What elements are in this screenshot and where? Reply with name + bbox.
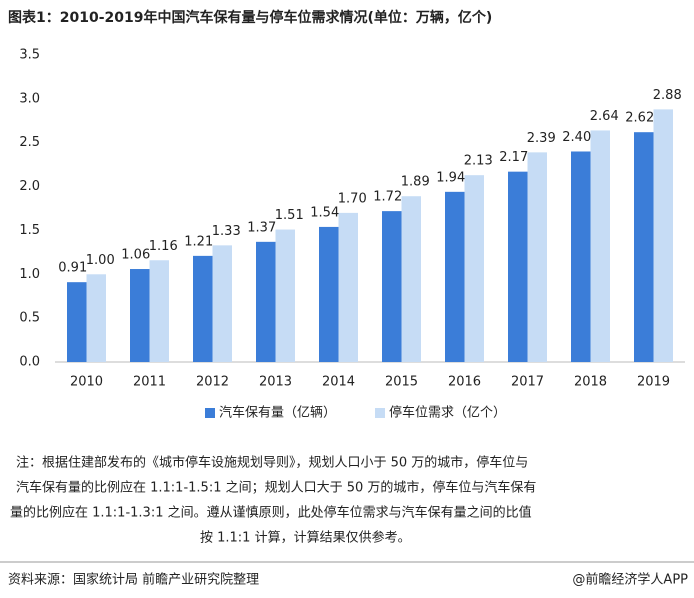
bar [319, 226, 339, 362]
value-label: 2.40 [562, 130, 591, 145]
bar [193, 255, 213, 362]
bar [149, 260, 169, 362]
value-label: 1.70 [338, 191, 367, 206]
bar [464, 175, 484, 362]
y-tick-label: 3.0 [19, 91, 40, 106]
x-tick-label: 2011 [133, 375, 166, 390]
bar [527, 152, 547, 362]
value-label: 1.06 [121, 248, 150, 263]
y-tick-label: 0.5 [19, 311, 40, 326]
bar [256, 241, 276, 362]
value-label: 2.13 [464, 154, 493, 169]
note-line: 汽车保有量的比例应在 1.1:1-1.5:1 之间；规划人口大于 50 万的城市… [16, 480, 536, 496]
bar [338, 212, 358, 362]
value-label: 1.33 [212, 224, 241, 239]
x-tick-label: 2019 [637, 375, 670, 390]
legend-swatch [205, 408, 215, 418]
bar [401, 196, 421, 362]
value-label: 2.17 [499, 150, 528, 165]
value-label: 0.91 [58, 261, 87, 276]
value-label: 1.00 [86, 253, 115, 268]
value-label: 1.51 [275, 208, 304, 223]
source: 资料来源：国家统计局 前瞻产业研究院整理 [8, 572, 259, 588]
x-tick-label: 2010 [70, 375, 103, 390]
bar [508, 171, 528, 362]
value-label: 1.89 [401, 175, 430, 190]
credit: @前瞻经济学人APP [572, 572, 688, 588]
y-tick-label: 2.0 [19, 179, 40, 194]
y-tick-label: 1.0 [19, 267, 40, 282]
y-tick-label: 2.5 [19, 135, 40, 150]
value-label: 2.62 [625, 111, 654, 126]
x-tick-label: 2013 [259, 375, 292, 390]
x-tick-label: 2016 [448, 375, 481, 390]
value-label: 2.64 [590, 109, 619, 124]
value-label: 2.39 [527, 131, 556, 146]
y-tick-label: 1.5 [19, 223, 40, 238]
x-tick-label: 2018 [574, 375, 607, 390]
x-tick-label: 2014 [322, 375, 355, 390]
bar [86, 274, 106, 362]
note-line: 量的比例应在 1.1:1-1.3:1 之间。遵从谨慎原则，此处停车位需求与汽车保… [10, 505, 532, 521]
value-label: 1.54 [310, 205, 339, 220]
bar [212, 245, 232, 362]
y-tick-label: 3.5 [19, 48, 40, 63]
legend-label: 停车位需求（亿个） [389, 405, 506, 421]
value-label: 1.37 [247, 220, 276, 235]
value-label: 1.72 [373, 190, 402, 205]
bar [382, 211, 402, 362]
bar [67, 282, 87, 362]
value-label: 1.21 [184, 234, 213, 249]
value-label: 1.94 [436, 170, 465, 185]
y-tick-label: 0.0 [19, 355, 40, 370]
bar [130, 269, 150, 362]
bar [634, 132, 654, 362]
note-line: 注：根据住建部发布的《城市停车设施规划导则》，规划人口小于 50 万的城市，停车… [16, 455, 528, 471]
x-tick-label: 2012 [196, 375, 229, 390]
x-tick-label: 2015 [385, 375, 418, 390]
x-tick-label: 2017 [511, 375, 544, 390]
bar [653, 109, 673, 362]
legend-swatch [375, 408, 385, 418]
bar [571, 151, 591, 362]
bar [445, 191, 465, 362]
value-label: 2.88 [653, 88, 682, 103]
value-label: 1.16 [149, 239, 178, 254]
bar [275, 229, 295, 362]
legend-label: 汽车保有量（亿辆） [219, 405, 336, 421]
chart-title: 图表1：2010-2019年中国汽车保有量与停车位需求情况(单位：万辆，亿个) [8, 9, 492, 26]
bar [590, 130, 610, 362]
note-line: 按 1.1:1 计算，计算结果仅供参考。 [200, 530, 411, 546]
